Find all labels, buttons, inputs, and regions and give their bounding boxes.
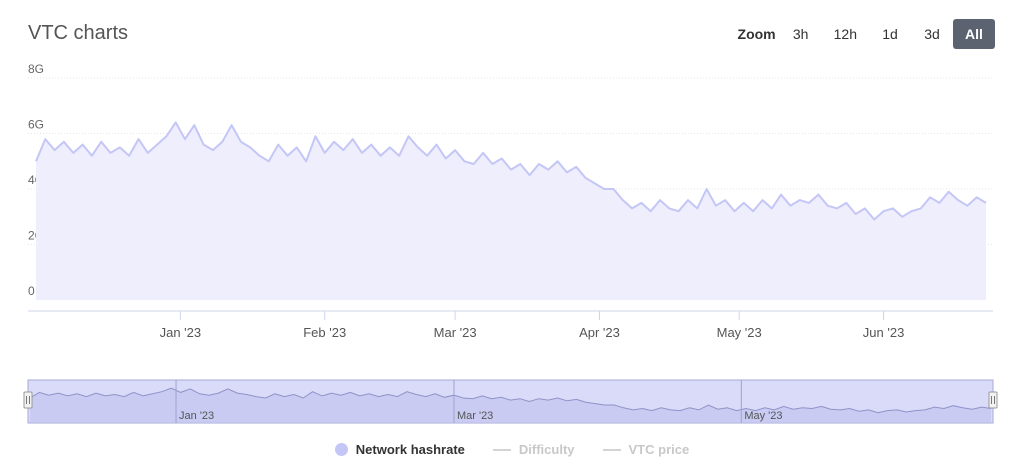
x-tick-label: Jan '23 [160, 325, 202, 340]
zoom-label: Zoom [737, 26, 776, 42]
navigator-series-line [29, 387, 992, 414]
navigator-tick-label: Jan '23 [179, 410, 214, 422]
legend-item-difficulty[interactable]: Difficulty [492, 442, 575, 457]
x-tick-label: Mar '23 [434, 325, 477, 340]
navigator-tick-label: May '23 [744, 410, 782, 422]
legend-dot-icon [334, 443, 348, 456]
zoom-12h-button[interactable]: 12h [833, 26, 857, 42]
series-line-network-hashrate [35, 121, 987, 221]
chart-title: VTC charts [28, 22, 129, 44]
y-tick-label: 8G [28, 62, 44, 76]
legend-item-network-hashrate[interactable]: Network hashrate [334, 442, 465, 457]
legend-label: Difficulty [518, 442, 575, 457]
legend-item-vtc-price[interactable]: VTC price [602, 442, 690, 457]
zoom-all-button[interactable]: All [953, 19, 995, 49]
x-tick-label: Apr '23 [579, 325, 620, 340]
legend-label: Network hashrate [355, 442, 465, 457]
x-tick-label: Jun '23 [863, 325, 905, 340]
legend: Network hashrate Difficulty VTC price [0, 442, 1024, 457]
x-tick-label: May '23 [717, 325, 762, 340]
y-tick-label: 0 [28, 284, 35, 298]
zoom-1d-button[interactable]: 1d [882, 26, 898, 42]
legend-label: VTC price [628, 442, 690, 457]
navigator-left-handle[interactable] [23, 391, 33, 409]
zoom-3d-button[interactable]: 3d [924, 26, 940, 42]
navigator-area [30, 388, 991, 423]
legend-line-icon [602, 448, 621, 451]
zoom-3h-button[interactable]: 3h [792, 26, 809, 42]
series-area-fill [36, 122, 986, 301]
zoom-bar: Zoom 3h 12h 1d 3d All [738, 19, 995, 49]
navigator-right-handle[interactable] [988, 391, 998, 409]
legend-line-icon [492, 448, 511, 451]
x-tick-label: Feb '23 [303, 325, 346, 340]
navigator-tick-label: Mar '23 [457, 410, 493, 422]
y-tick-label: 6G [28, 118, 44, 132]
